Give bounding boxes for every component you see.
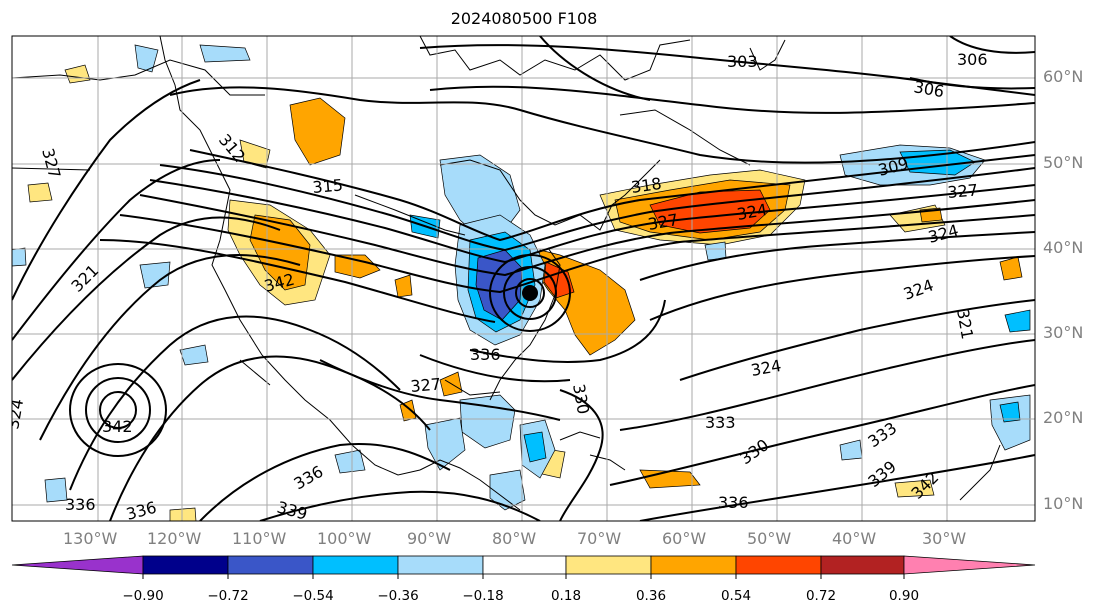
lon-label: 30°W <box>922 529 967 548</box>
map-frame <box>11 35 1036 522</box>
lon-label: 50°W <box>747 529 792 548</box>
storm-center-marker <box>522 285 538 301</box>
lon-label: 80°W <box>492 529 537 548</box>
contour-label: 318 <box>630 174 663 197</box>
contour-label: 336 <box>124 498 158 524</box>
contour-lines <box>12 36 1035 521</box>
lon-label: 90°W <box>407 529 452 548</box>
colorbar-tick-label: 0.54 <box>720 588 752 604</box>
colorbar <box>11 555 1036 579</box>
colorbar-tick-label: −0.54 <box>292 588 334 604</box>
contour-label: 306 <box>957 50 988 69</box>
map-title: 2024080500 F108 <box>450 9 598 28</box>
contour-label: 336 <box>65 495 96 514</box>
graticule <box>12 36 1035 521</box>
colorbar-segment <box>142 555 229 575</box>
colorbar-segment <box>820 555 905 575</box>
colorbar-segment <box>397 555 484 575</box>
lat-label: 30°N <box>1043 323 1084 342</box>
lat-label: 10°N <box>1043 494 1084 513</box>
lat-label: 50°N <box>1043 153 1084 172</box>
colorbar-segment <box>903 555 1036 575</box>
colorbar-segment <box>312 555 399 575</box>
contour-label: 333 <box>705 413 736 432</box>
colorbar-tick-label: −0.36 <box>377 588 419 604</box>
lon-label: 120°W <box>147 529 202 548</box>
colorbar-tick-label: 0.18 <box>550 588 582 604</box>
lat-label: 20°N <box>1043 408 1084 427</box>
contour-label: 327 <box>410 374 442 396</box>
contour-label: 336 <box>718 493 749 512</box>
colorbar-tick-label: 0.90 <box>888 588 920 604</box>
contour-label: 315 <box>312 175 344 197</box>
lat-label: 60°N <box>1043 67 1084 86</box>
contour-label: 327 <box>947 180 979 202</box>
coastlines <box>12 36 1001 511</box>
contour-label: 339 <box>275 498 309 524</box>
colorbar-tick-label: 0.72 <box>805 588 837 604</box>
colorbar-segment <box>482 555 567 575</box>
colorbar-segment <box>735 555 822 575</box>
contour-label: 336 <box>470 345 501 364</box>
colorbar-segment <box>565 555 652 575</box>
lon-label: 100°W <box>317 529 372 548</box>
lat-label: 40°N <box>1043 238 1084 257</box>
colorbar-tick-label: −0.18 <box>462 588 504 604</box>
colorbar-tick-label: −0.72 <box>207 588 249 604</box>
lon-label: 110°W <box>232 529 287 548</box>
lon-label: 40°W <box>832 529 877 548</box>
contour-label: 342 <box>102 417 133 436</box>
anomaly-shading <box>12 44 1031 521</box>
colorbar-segment <box>11 555 144 575</box>
colorbar-tick-label: 0.36 <box>635 588 667 604</box>
lon-label: 130°W <box>63 529 118 548</box>
lon-label: 70°W <box>577 529 622 548</box>
lon-label: 60°W <box>662 529 707 548</box>
colorbar-tick-label: −0.90 <box>122 588 164 604</box>
colorbar-segment <box>650 555 737 575</box>
colorbar-segment <box>227 555 314 575</box>
contour-label: 303 <box>727 52 758 71</box>
